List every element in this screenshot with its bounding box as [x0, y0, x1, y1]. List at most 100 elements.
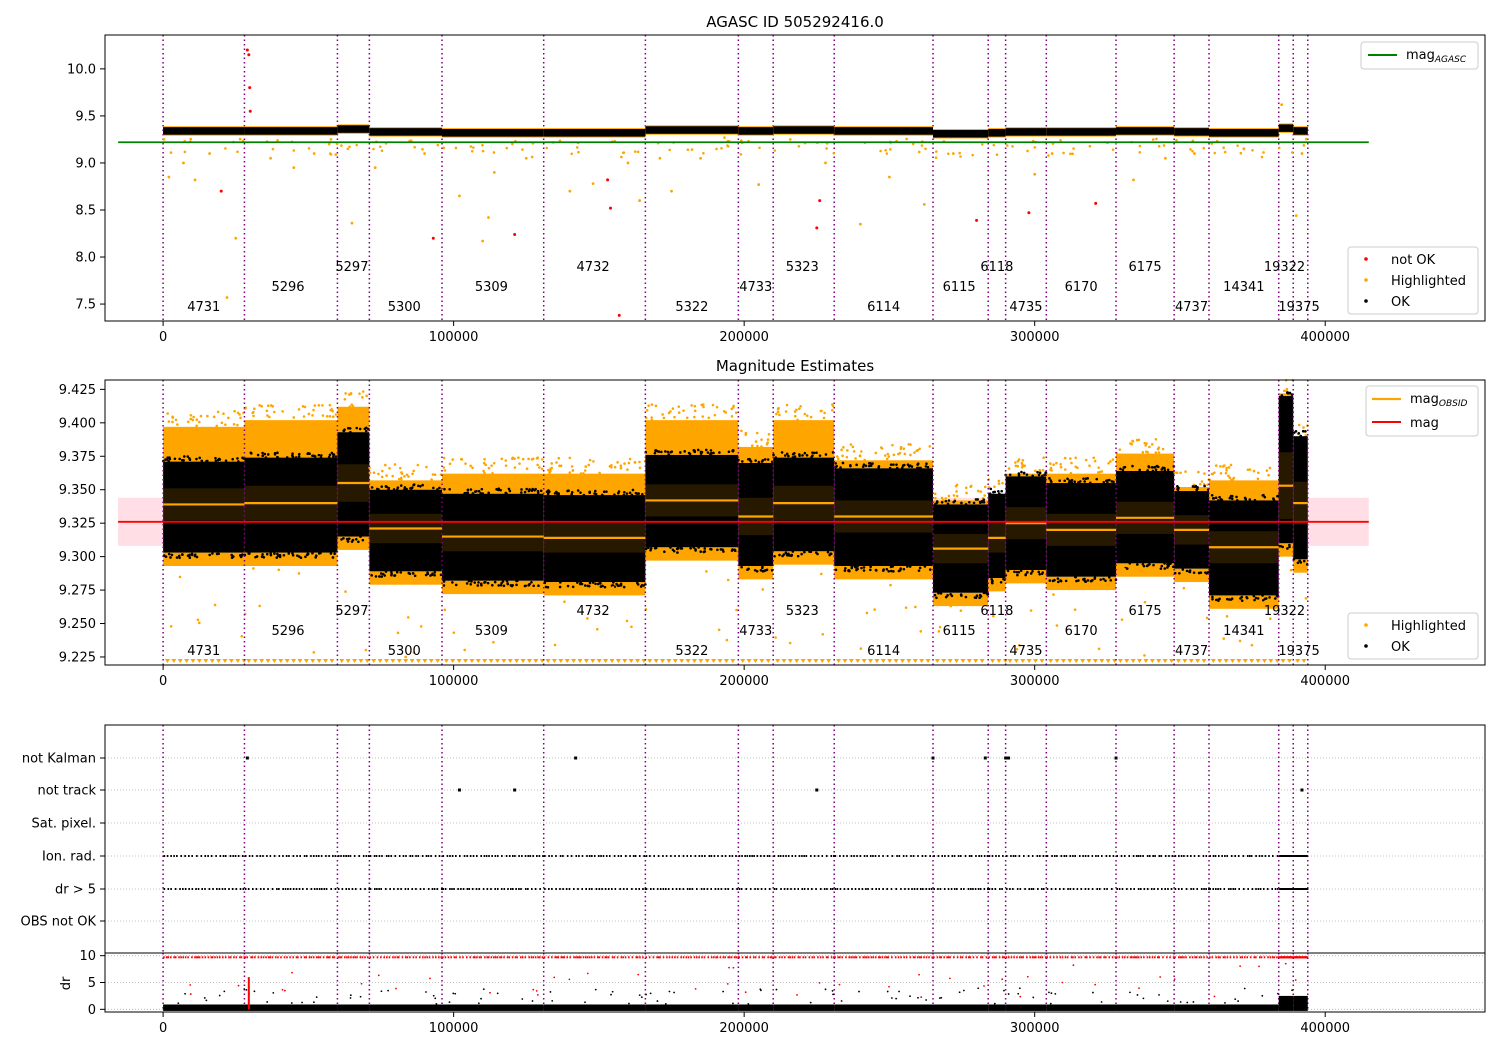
dr-not-ok-point — [920, 996, 923, 998]
dr-not-ok-point — [631, 956, 634, 959]
ok-point — [166, 456, 169, 459]
not-ok-point — [975, 218, 979, 222]
highlighted-point — [803, 412, 807, 416]
highlighted-point — [891, 443, 894, 447]
clipped-marker — [164, 659, 170, 663]
dr-gt-5-point — [999, 888, 1001, 890]
dr-not-ok-point — [350, 956, 352, 959]
dr-gt-5-point — [760, 888, 763, 890]
dr-gt-5-point — [1091, 888, 1094, 890]
highlighted-point — [451, 458, 455, 461]
highlighted-point — [1132, 178, 1135, 182]
ok-band — [1293, 127, 1308, 135]
ion-rad-point — [686, 855, 689, 857]
highlighted-point — [730, 415, 734, 418]
ok-point — [696, 448, 700, 452]
dr-not-ok-point — [1056, 956, 1058, 959]
ok-point — [588, 490, 591, 494]
clipped-marker — [1002, 659, 1008, 663]
ion-rad-point — [975, 855, 977, 857]
dr-not-ok-point — [178, 956, 180, 959]
highlighted-cloud — [163, 552, 245, 566]
ok-point — [1017, 570, 1021, 574]
highlighted-point — [707, 416, 711, 420]
highlighted-point — [321, 414, 325, 417]
ion-rad-point — [1305, 855, 1307, 857]
dr-ok-point — [1032, 996, 1035, 999]
highlighted-point — [491, 471, 494, 475]
dr-gt-5-point — [847, 888, 849, 890]
ion-rad-point — [741, 855, 743, 857]
ok-point — [1089, 481, 1092, 485]
dr-ok-point — [640, 996, 643, 999]
dr-not-ok-point — [1016, 956, 1018, 959]
ion-rad-point — [1105, 855, 1108, 857]
ok-band — [1116, 127, 1175, 135]
dr-not-ok-point — [189, 984, 192, 986]
highlighted-point — [633, 150, 637, 153]
dr-gt-5-point — [764, 888, 767, 890]
highlighted-point — [1222, 637, 1226, 640]
highlighted-point — [579, 472, 583, 475]
dr-not-ok-point — [593, 956, 596, 959]
dr-not-ok-point — [741, 956, 744, 959]
dr-not-ok-point — [1046, 956, 1048, 959]
dr-not-ok-point — [923, 956, 925, 959]
dr-gt-5-point — [1042, 888, 1045, 890]
highlighted-point — [823, 411, 826, 415]
dr-gt-5-point — [1080, 888, 1083, 890]
dr-gt-5-point — [913, 888, 916, 890]
ok-point — [263, 452, 267, 456]
ok-point — [555, 492, 559, 495]
dr-gt-5-point — [1305, 888, 1308, 890]
dr-gt-5-point — [411, 888, 414, 890]
ion-rad-point — [1046, 855, 1049, 857]
dr-not-ok-point — [1200, 956, 1203, 959]
dr-gt-5-point — [834, 888, 837, 890]
ion-rad-point — [1248, 855, 1251, 857]
ok-point — [692, 546, 696, 549]
dr-not-ok-point — [859, 956, 861, 959]
ok-point — [1301, 429, 1305, 433]
dr-gt-5-point — [515, 888, 517, 890]
ok-point — [470, 580, 473, 583]
dr-not-ok-point — [733, 956, 736, 959]
obsid-label: 6118 — [980, 260, 1013, 275]
obsid-labels: 4731529652975300530947325322473353236114… — [187, 260, 1320, 315]
highlighted-point — [517, 456, 520, 459]
dr-ok-point — [775, 988, 778, 991]
dr-not-ok-point — [1061, 956, 1064, 959]
dr-not-ok-point — [315, 956, 318, 959]
highlighted-point — [317, 404, 321, 407]
ok-point — [615, 582, 618, 586]
dr-not-ok-point — [1137, 956, 1140, 959]
dr-ok-point — [747, 1002, 750, 1005]
clipped-marker — [190, 659, 196, 663]
dr-gt-5-point — [1009, 888, 1011, 890]
dr-not-ok-point — [1306, 956, 1309, 959]
dr-not-ok-point — [211, 956, 214, 959]
ion-rad-point — [219, 855, 222, 857]
dr-not-ok-point — [538, 956, 541, 959]
highlighted-point — [361, 390, 365, 393]
ion-rad-point — [1193, 855, 1196, 857]
highlighted-point — [530, 155, 534, 159]
ok-point — [952, 500, 956, 504]
clipped-marker — [880, 659, 886, 663]
ion-rad-point — [1286, 855, 1289, 857]
dr-not-ok-point — [855, 956, 858, 959]
dr-gt-5-point — [638, 888, 641, 890]
highlighted-cloud — [1174, 568, 1209, 583]
dr-gt-5-point — [1157, 888, 1159, 890]
dr-gt-5-point — [1200, 888, 1203, 890]
highlighted-point — [271, 147, 275, 151]
ok-point — [596, 582, 600, 586]
ion-rad-point — [1171, 855, 1174, 857]
dr-not-ok-point — [825, 956, 828, 959]
ok-band — [738, 462, 774, 566]
ok-point — [676, 551, 679, 554]
ok-point — [704, 448, 708, 452]
ion-rad-point — [1091, 855, 1094, 857]
highlighted-point — [232, 422, 236, 426]
dr-ok-point — [886, 990, 889, 993]
